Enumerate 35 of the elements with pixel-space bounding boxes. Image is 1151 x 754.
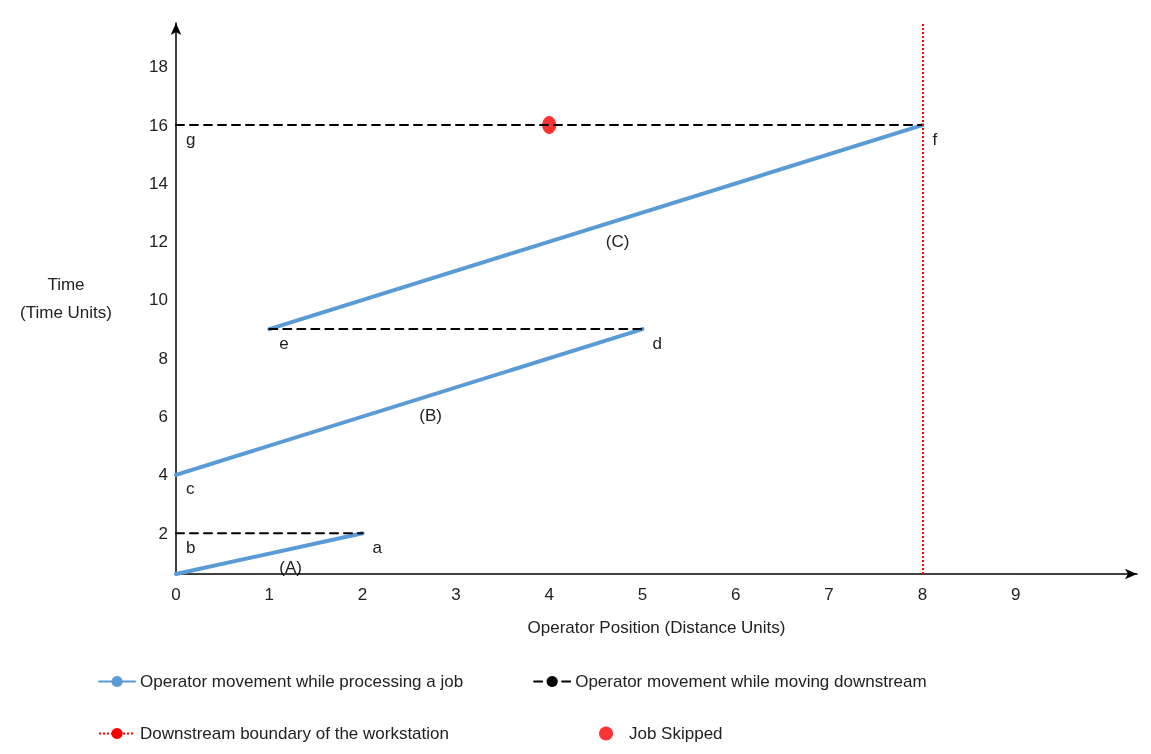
annotation: f — [932, 129, 938, 149]
annotation: (A) — [279, 558, 302, 578]
y-tick-label: 4 — [158, 465, 168, 485]
annotation: d — [652, 333, 662, 353]
x-tick-label: 7 — [824, 585, 834, 604]
x-tick-label: 5 — [637, 585, 648, 604]
legend-label: Downstream boundary of the workstation — [140, 724, 449, 743]
x-tick-label: 3 — [451, 585, 461, 604]
y-tick-label: 8 — [158, 348, 168, 368]
y-tick-label: 6 — [158, 407, 168, 427]
annotation: b — [186, 537, 196, 557]
legend-label: Operator movement while moving downstream — [575, 672, 927, 691]
y-tick-label: 2 — [158, 523, 168, 543]
y-tick-label: 18 — [149, 57, 168, 77]
x-axis-title: Operator Position (Distance Units) — [527, 618, 786, 637]
x-tick-label: 4 — [544, 585, 554, 604]
x-tick-label: 6 — [731, 585, 741, 604]
y-tick-label: 14 — [149, 173, 168, 193]
legend-label: Job Skipped — [628, 724, 723, 743]
x-tick-label: 1 — [264, 585, 275, 604]
annotation: c — [186, 479, 195, 499]
x-tick-label: 9 — [1010, 585, 1021, 604]
y-tick-label: 12 — [149, 232, 168, 252]
y-tick-label: 16 — [149, 115, 168, 135]
annotation: e — [279, 333, 289, 353]
annotation: g — [186, 129, 196, 149]
annotation: (B) — [419, 406, 442, 426]
x-tick-label: 2 — [357, 585, 368, 604]
y-tick-label: 10 — [149, 290, 168, 310]
annotation: (C) — [605, 231, 630, 251]
y-axis-title: Time (Time Units) — [20, 275, 112, 322]
x-tick-label: 8 — [917, 585, 928, 604]
legend-label: Operator movement while processing a job — [140, 672, 464, 691]
annotation: a — [372, 537, 383, 557]
x-tick-label: 0 — [171, 585, 181, 604]
